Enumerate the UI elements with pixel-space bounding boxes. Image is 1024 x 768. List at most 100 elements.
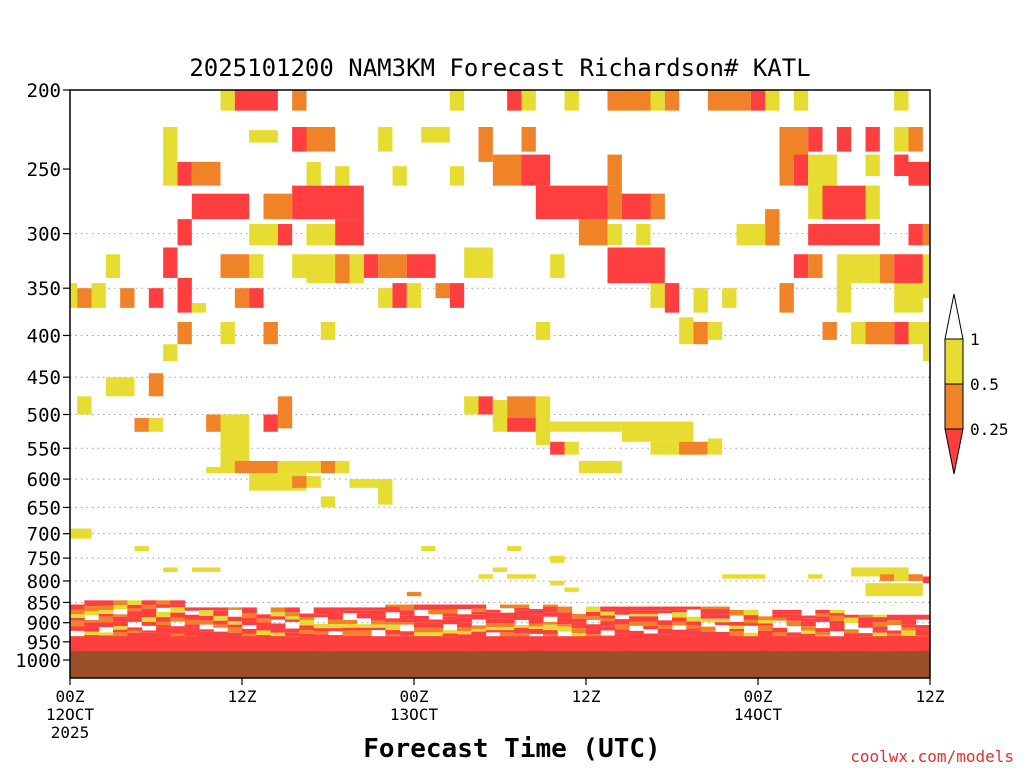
bl-cell [471,614,487,620]
bl-cell [600,615,616,619]
ri-cell [922,321,930,362]
bl-cell [457,617,472,623]
bl-cell [285,616,300,620]
bl-cell [156,617,171,622]
ri-cell [335,166,350,186]
ri-cell [908,321,923,345]
ri-cell [736,224,766,246]
ri-cell [449,283,465,308]
bl-cell [399,622,415,625]
ri-cell [793,154,809,186]
bl-cell [829,615,845,621]
bl-cell [256,625,272,631]
bl-cell [371,607,386,611]
bl-cell [399,619,415,623]
ri-cell [650,283,665,308]
ri-cell [478,574,493,579]
bl-cell [801,626,816,631]
ri-cell [836,283,852,313]
bl-cell [872,626,888,631]
ri-cell [808,574,823,579]
bl-cell [743,615,759,620]
bl-cell [586,634,601,639]
bl-cell [256,622,272,626]
bl-cell [629,621,644,626]
bl-cell [729,609,745,616]
bl-cell [643,610,659,614]
bl-cell [342,619,358,625]
bl-cell [686,628,702,631]
ri-cell [406,591,422,597]
bl-cell [686,606,702,610]
ri-cell [449,166,465,186]
ri-cell [894,321,909,345]
bl-cell [786,617,802,621]
ri-cell [865,126,880,152]
bl-cell [399,610,415,616]
bl-cell [299,613,315,618]
bl-cell [127,630,143,633]
ri-cell [378,254,407,278]
bl-cell [227,607,243,610]
ri-cell [722,574,766,579]
bl-cell [98,600,114,606]
ri-cell [120,288,135,308]
bl-cell [672,629,687,636]
bl-cell [170,600,186,605]
ri-cell [693,288,708,313]
y-tick-label: 300 [27,224,61,246]
bl-cell [815,635,831,638]
bl-cell [457,614,472,618]
legend-label: 0.5 [970,375,999,394]
plot-frame [69,89,931,679]
bl-cell [227,624,243,628]
ri-cell [363,254,379,278]
bl-cell [729,621,745,626]
ri-cell [607,154,622,186]
y-tick-label: 900 [27,613,61,635]
bl-cell [342,607,358,611]
ri-cell [91,283,106,308]
bl-cell [772,617,788,621]
bl-cell [586,611,601,617]
bl-cell [328,624,343,629]
ri-cell [335,254,350,284]
bl-cell [98,622,114,627]
ri-cell [148,418,164,432]
bl-cell [113,626,128,630]
bl-cell [113,621,128,627]
bl-cell [242,633,257,639]
bl-cell [500,618,515,624]
legend-025-05-box [944,383,964,430]
ri-cell [894,283,923,313]
y-tick-label: 400 [27,325,61,347]
bl-cell [643,613,659,617]
bl-cell [629,633,644,639]
bl-cell [156,625,171,628]
bl-cell [801,618,816,622]
bl-cell [170,628,186,634]
bl-cell [700,614,716,619]
bl-cell [313,607,329,612]
bl-cell [199,607,214,611]
ri-cell [894,154,909,177]
ri-cell [521,154,551,186]
ri-cell [765,90,780,111]
bl-cell [571,628,587,634]
y-tick-label: 500 [27,405,61,427]
bl-cell [328,628,343,632]
bl-cell [543,621,558,625]
bl-cell [184,624,200,628]
ri-cell [851,321,866,345]
ri-cell [564,587,579,592]
bl-cell [213,624,229,628]
ri-cell [277,224,293,246]
ri-cell [177,219,192,246]
ri-cell [435,283,450,299]
ri-cell [879,574,895,581]
bl-cell [242,607,257,614]
bl-cell [471,611,487,615]
bl-cell [371,610,386,616]
bl-cell [543,604,558,607]
bl-cell [915,625,931,629]
